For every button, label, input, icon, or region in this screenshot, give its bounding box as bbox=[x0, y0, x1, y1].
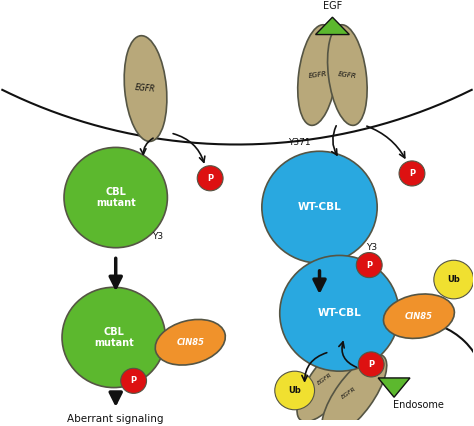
Ellipse shape bbox=[383, 294, 455, 338]
Text: Y3: Y3 bbox=[152, 232, 163, 241]
Text: EGFR: EGFR bbox=[135, 83, 156, 94]
Text: CIN85: CIN85 bbox=[176, 338, 204, 347]
Ellipse shape bbox=[297, 340, 362, 422]
Ellipse shape bbox=[328, 25, 367, 125]
Circle shape bbox=[275, 371, 315, 410]
Circle shape bbox=[358, 352, 384, 377]
Polygon shape bbox=[316, 17, 349, 35]
Circle shape bbox=[399, 161, 425, 186]
Text: EGFR: EGFR bbox=[338, 71, 357, 79]
Text: WT-CBL: WT-CBL bbox=[298, 202, 341, 212]
Circle shape bbox=[262, 151, 377, 263]
Text: P: P bbox=[409, 169, 415, 178]
Circle shape bbox=[434, 260, 474, 299]
Ellipse shape bbox=[155, 320, 225, 365]
Text: Aberrant signaling: Aberrant signaling bbox=[67, 414, 164, 424]
Circle shape bbox=[121, 368, 146, 393]
Circle shape bbox=[342, 321, 474, 426]
Text: P: P bbox=[130, 376, 137, 386]
Text: WT-CBL: WT-CBL bbox=[318, 308, 361, 318]
Text: Y3: Y3 bbox=[365, 243, 377, 252]
Text: P: P bbox=[366, 261, 372, 270]
Circle shape bbox=[356, 253, 382, 278]
Text: EGFR: EGFR bbox=[341, 386, 358, 400]
Ellipse shape bbox=[298, 25, 337, 125]
Text: P: P bbox=[207, 174, 213, 183]
Text: P: P bbox=[368, 360, 374, 369]
Circle shape bbox=[197, 166, 223, 191]
Text: Ub: Ub bbox=[288, 386, 301, 395]
Ellipse shape bbox=[124, 36, 167, 141]
Text: CBL
mutant: CBL mutant bbox=[94, 327, 134, 348]
Circle shape bbox=[280, 256, 399, 371]
Circle shape bbox=[64, 147, 167, 248]
Polygon shape bbox=[378, 378, 410, 397]
Ellipse shape bbox=[322, 354, 387, 426]
Text: EGFR: EGFR bbox=[316, 372, 333, 386]
Text: EGF: EGF bbox=[323, 0, 342, 11]
Text: EGFR: EGFR bbox=[308, 71, 327, 79]
Text: CBL
mutant: CBL mutant bbox=[96, 187, 136, 208]
Text: Endosome: Endosome bbox=[393, 400, 444, 410]
Text: Ub: Ub bbox=[447, 275, 460, 284]
Circle shape bbox=[62, 287, 165, 388]
Text: Y371: Y371 bbox=[288, 138, 311, 147]
Text: CIN85: CIN85 bbox=[405, 312, 433, 321]
